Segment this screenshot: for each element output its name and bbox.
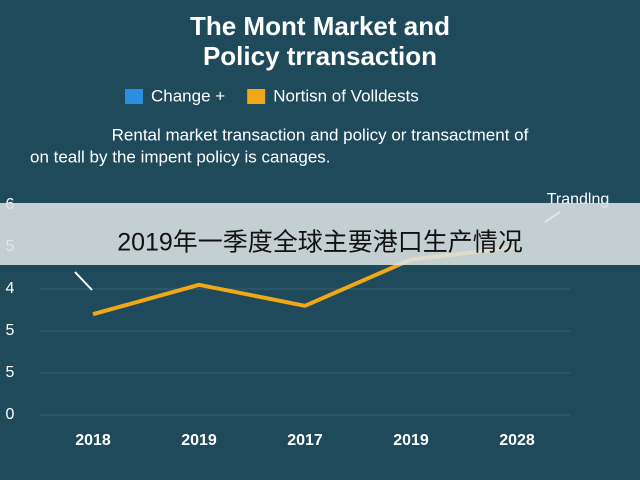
y-tick-label: 4	[6, 280, 15, 297]
y-tick-label: 0	[6, 406, 15, 423]
x-tick-label: 2019	[393, 432, 429, 449]
legend-label: Change +	[151, 86, 225, 105]
legend-label: Nortisn of Volldests	[273, 86, 419, 105]
overlay-text: 2019年一季度全球主要港口生产情况	[117, 229, 523, 257]
x-tick-label: 2017	[287, 432, 323, 449]
legend-swatch	[125, 89, 143, 104]
y-tick-label: 5	[6, 322, 15, 339]
chart-title: Policy trransaction	[203, 41, 437, 71]
annotation-arrow	[74, 271, 93, 291]
subtitle: on teall by the impent policy is canages…	[30, 147, 331, 166]
y-tick-label: 5	[6, 364, 15, 381]
x-tick-label: 2019	[181, 432, 217, 449]
overlay-band	[0, 203, 640, 265]
x-tick-label: 2028	[499, 432, 535, 449]
legend-swatch	[247, 89, 266, 104]
chart-title: The Mont Market and	[190, 11, 450, 41]
subtitle: Rental market transaction and policy or …	[112, 125, 529, 144]
x-tick-label: 2018	[75, 432, 111, 449]
